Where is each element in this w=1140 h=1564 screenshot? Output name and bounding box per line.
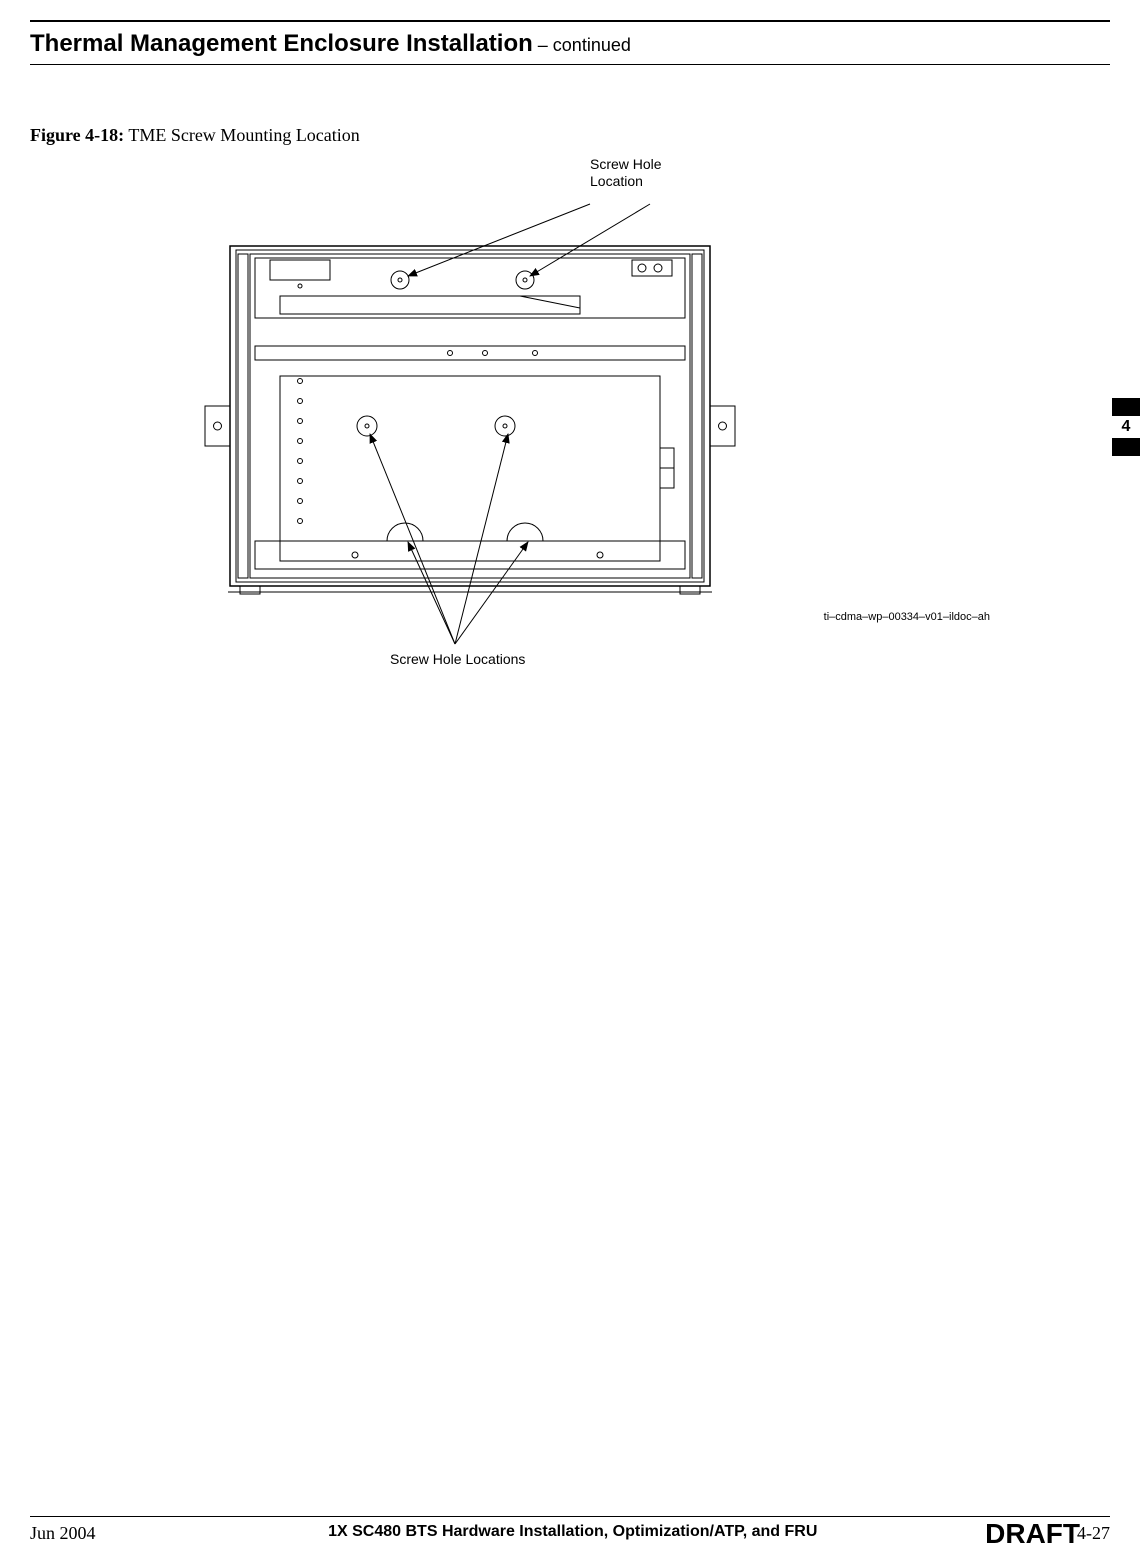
chapter-tab-number: 4	[1112, 416, 1140, 438]
page-footer: Jun 2004 1X SC480 BTS Hardware Installat…	[30, 1516, 1110, 1544]
callout-bottom-label: Screw Hole Locations	[390, 651, 525, 668]
chapter-tab-bar-bottom	[1112, 438, 1140, 456]
footer-rule	[30, 1516, 1110, 1517]
header-title: Thermal Management Enclosure Installatio…	[30, 30, 533, 57]
chapter-tab-bar-top	[1112, 398, 1140, 416]
chapter-tab: 4	[1112, 398, 1140, 456]
figure-diagram: Screw Hole Location Screw Hole Locations…	[30, 156, 1110, 676]
figure-image-id: ti–cdma–wp–00334–v01–ildoc–ah	[824, 611, 990, 623]
figure-title: TME Screw Mounting Location	[124, 125, 360, 145]
footer-book-title: 1X SC480 BTS Hardware Installation, Opti…	[96, 1523, 1050, 1541]
page: Thermal Management Enclosure Installatio…	[0, 0, 1140, 1564]
figure-caption: Figure 4-18: TME Screw Mounting Location	[30, 125, 1110, 146]
enclosure-svg	[30, 156, 930, 676]
footer-row: Jun 2004 1X SC480 BTS Hardware Installat…	[30, 1523, 1110, 1544]
callout-top-label: Screw Hole Location	[590, 156, 710, 190]
page-header: Thermal Management Enclosure Installatio…	[30, 20, 1110, 65]
footer-date: Jun 2004	[30, 1523, 96, 1544]
draft-watermark: DRAFT	[985, 1518, 1080, 1550]
header-continued: – continued	[533, 35, 631, 55]
figure-number: Figure 4-18:	[30, 125, 124, 145]
